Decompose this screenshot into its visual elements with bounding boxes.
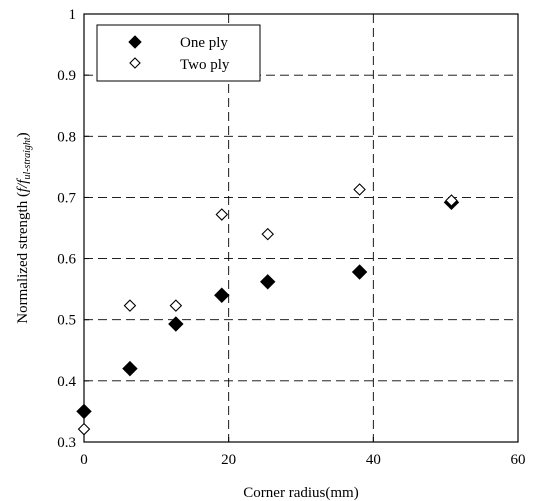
y-axis-label-sub: ul-straight [22, 137, 33, 179]
point-two-ply [123, 299, 137, 312]
legend-box [96, 24, 261, 82]
legend-marker-two-ply [129, 57, 141, 69]
y-tick-label: 0.5 [57, 313, 76, 329]
plot-frame [83, 13, 519, 443]
point-one-ply [168, 316, 184, 332]
y-tick-label: 0.9 [57, 68, 76, 84]
legend-label-two-ply: Two ply [180, 57, 230, 73]
point-two-ply [353, 183, 366, 196]
point-one-ply [351, 264, 368, 280]
point-two-ply [215, 208, 229, 221]
y-tick-label: 0.6 [57, 252, 76, 268]
y-axis-label: Normalized strength (f/ful-straight) [15, 132, 33, 323]
point-two-ply [169, 299, 183, 312]
x-tick-label: 40 [366, 452, 381, 468]
axis-ticks: 0.3 0.4 0.5 0.6 0.7 0.8 0.9 1 0 20 40 60 [57, 7, 525, 468]
y-axis-label-main: Normalized strength ( [15, 192, 31, 324]
point-one-ply [76, 403, 92, 420]
legend: One ply Two ply [96, 24, 261, 82]
y-axis-label-end: ) [15, 132, 31, 137]
legend-label-one-ply: One ply [180, 35, 228, 51]
y-tick-label: 0.7 [57, 190, 76, 206]
x-tick-label: 20 [221, 452, 236, 468]
point-one-ply [214, 287, 230, 303]
x-tick-label: 0 [80, 452, 88, 468]
legend-marker-one-ply [128, 35, 142, 49]
point-one-ply [122, 360, 138, 377]
grid-lines [84, 14, 518, 442]
y-tick-label: 0.8 [57, 129, 76, 145]
y-axis-label-f: f/f [15, 178, 31, 192]
y-tick-label: 1 [69, 7, 77, 23]
point-one-ply [260, 274, 276, 290]
x-axis-label: Corner radius(mm) [243, 485, 358, 501]
point-two-ply [77, 422, 91, 436]
point-two-ply [261, 227, 275, 241]
x-tick-label: 60 [511, 452, 526, 468]
point-two-ply [445, 194, 458, 207]
y-tick-label: 0.3 [57, 435, 76, 451]
y-tick-label: 0.4 [57, 374, 76, 390]
data-points [76, 183, 460, 436]
